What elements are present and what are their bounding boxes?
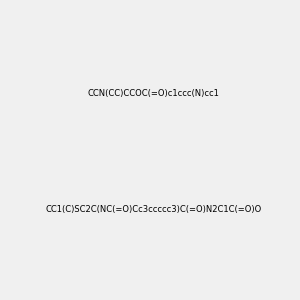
Text: CC1(C)SC2C(NC(=O)Cc3ccccc3)C(=O)N2C1C(=O)O: CC1(C)SC2C(NC(=O)Cc3ccccc3)C(=O)N2C1C(=O… <box>46 205 262 214</box>
Text: CCN(CC)CCOC(=O)c1ccc(N)cc1: CCN(CC)CCOC(=O)c1ccc(N)cc1 <box>88 89 220 98</box>
